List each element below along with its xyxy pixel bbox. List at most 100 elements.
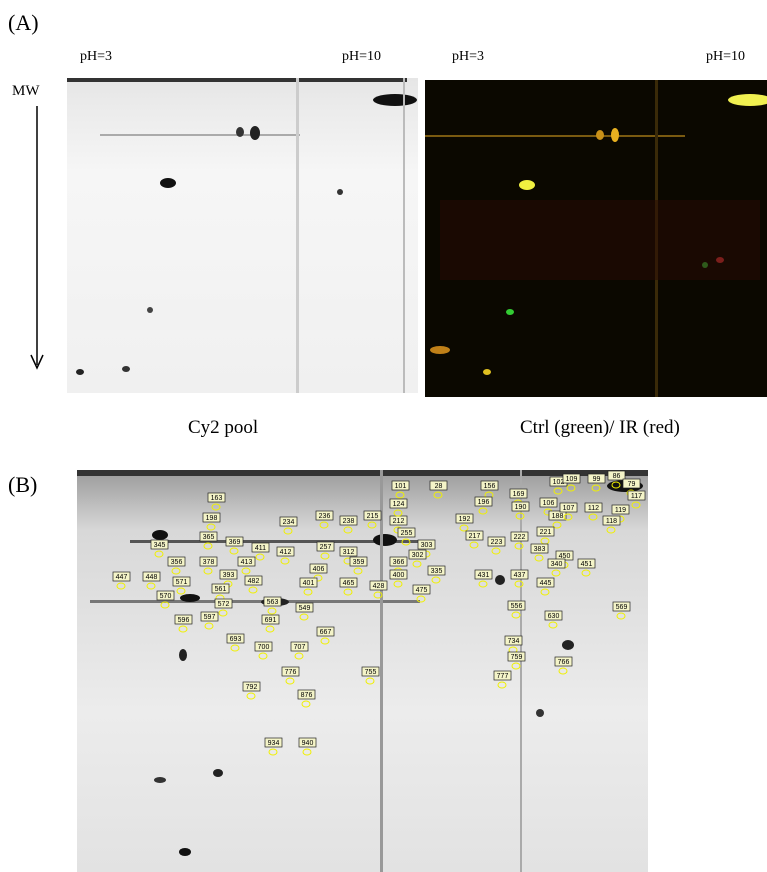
label-text: 365 bbox=[203, 534, 215, 541]
spot-outline bbox=[343, 588, 353, 596]
spot-outline bbox=[393, 509, 403, 517]
label-box bbox=[251, 542, 270, 553]
spot-outline bbox=[299, 613, 309, 621]
spot-outline bbox=[280, 557, 290, 565]
spot-outline bbox=[160, 601, 170, 609]
label-text: 437 bbox=[514, 572, 526, 579]
spot-label: 196 bbox=[474, 496, 493, 515]
label-text: 572 bbox=[218, 601, 230, 608]
label-text: 312 bbox=[343, 549, 355, 556]
spot-label: 777 bbox=[493, 670, 512, 689]
spot-outline bbox=[241, 567, 251, 575]
spot-label: 691 bbox=[261, 614, 280, 633]
spot-outline bbox=[248, 586, 258, 594]
label-text: 234 bbox=[283, 519, 295, 526]
label-text: 876 bbox=[301, 692, 313, 699]
label-text: 561 bbox=[215, 586, 227, 593]
spot-label: 413 bbox=[237, 556, 256, 575]
label-text: 691 bbox=[265, 617, 277, 624]
label-box bbox=[548, 510, 567, 521]
spot-label: 445 bbox=[536, 577, 555, 596]
label-box bbox=[261, 614, 280, 625]
label-text: 700 bbox=[258, 644, 270, 651]
label-text: 401 bbox=[303, 580, 315, 587]
label-box bbox=[237, 556, 256, 567]
spot-label: 569 bbox=[612, 601, 631, 620]
label-text: 428 bbox=[373, 583, 385, 590]
spot-label: 238 bbox=[339, 515, 358, 534]
spot-label: 475 bbox=[412, 584, 431, 603]
label-text: 107 bbox=[563, 505, 575, 512]
label-box bbox=[298, 737, 317, 748]
label-text: 356 bbox=[171, 559, 183, 566]
spot-label: 215 bbox=[363, 510, 382, 529]
spot-label: 776 bbox=[281, 666, 300, 685]
label-box bbox=[504, 635, 523, 646]
label-text: 667 bbox=[320, 629, 332, 636]
label-text: 940 bbox=[302, 740, 314, 747]
spot-label: 667 bbox=[316, 626, 335, 645]
label-box bbox=[254, 641, 273, 652]
label-box bbox=[412, 584, 431, 595]
label-text: 597 bbox=[204, 614, 216, 621]
label-text: 755 bbox=[365, 669, 377, 676]
label-box bbox=[474, 569, 493, 580]
caption: Cy2 pool bbox=[188, 417, 258, 438]
label-box bbox=[349, 556, 368, 567]
spot-outline bbox=[116, 582, 126, 590]
spot-outline bbox=[606, 526, 616, 534]
label-box bbox=[369, 580, 388, 591]
spot-outline bbox=[230, 644, 240, 652]
label-box bbox=[408, 549, 427, 560]
label-text: 217 bbox=[469, 533, 481, 540]
label-text: 571 bbox=[176, 579, 188, 586]
spot-outline bbox=[478, 507, 488, 515]
spot-outline bbox=[373, 591, 383, 599]
label-box bbox=[627, 490, 646, 501]
spot-label: 234 bbox=[279, 516, 298, 535]
spot-outline bbox=[563, 513, 573, 521]
label-text: 766 bbox=[558, 659, 570, 666]
label-text: 236 bbox=[319, 513, 331, 520]
spot-outline bbox=[566, 484, 576, 492]
spot-label: 934 bbox=[264, 737, 283, 756]
spot-label: 236 bbox=[315, 510, 334, 529]
spot-label: 596 bbox=[174, 614, 193, 633]
spot-outline bbox=[255, 553, 265, 561]
spot-outline bbox=[206, 523, 216, 531]
spot-label: 766 bbox=[554, 656, 573, 675]
spot-label: 340 bbox=[547, 558, 566, 577]
spot-label: 563 bbox=[263, 596, 282, 615]
label-box bbox=[316, 541, 335, 552]
caption: Ctrl (green)/ IR (red) bbox=[520, 417, 680, 438]
label-text: 109 bbox=[566, 476, 578, 483]
spot-outline bbox=[514, 580, 524, 588]
spot-label: 549 bbox=[295, 602, 314, 621]
label-box bbox=[547, 558, 566, 569]
spot-label: 876 bbox=[297, 689, 316, 708]
label-box bbox=[363, 510, 382, 521]
label-text: 124 bbox=[393, 501, 405, 508]
spot-outline bbox=[302, 748, 312, 756]
label-box bbox=[622, 478, 641, 489]
spot-outline bbox=[258, 652, 268, 660]
spot-outline bbox=[581, 569, 591, 577]
label-text: 222 bbox=[514, 534, 526, 541]
label-box bbox=[214, 598, 233, 609]
spot-outline bbox=[154, 550, 164, 558]
label-box bbox=[219, 569, 238, 580]
label-box bbox=[480, 480, 499, 491]
label-box bbox=[474, 496, 493, 507]
label-text: 99 bbox=[593, 476, 601, 483]
spot-outline bbox=[246, 692, 256, 700]
label-box bbox=[199, 556, 218, 567]
spot-label: 255 bbox=[397, 527, 416, 546]
spot-label: 188 bbox=[548, 510, 567, 529]
label-box bbox=[536, 526, 555, 537]
spot-label: 759 bbox=[507, 651, 526, 670]
spot-label: 448 bbox=[142, 571, 161, 590]
spot-label: 571 bbox=[172, 576, 191, 595]
label-box bbox=[174, 614, 193, 625]
spot-outline bbox=[395, 491, 405, 499]
